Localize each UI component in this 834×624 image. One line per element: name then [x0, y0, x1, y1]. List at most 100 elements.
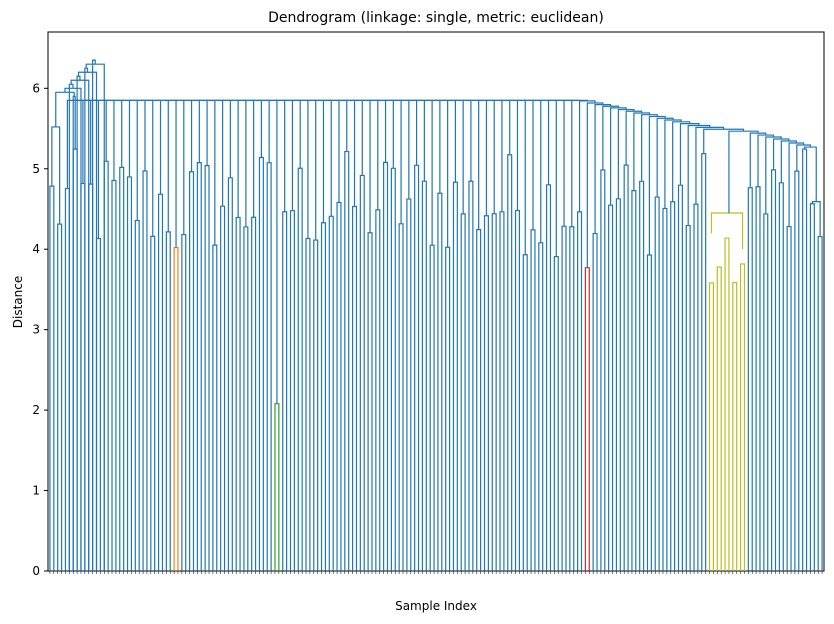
dendrogram-top-merge — [76, 75, 81, 571]
dendrogram-leaf-link — [685, 224, 691, 571]
dendrogram-merge-link — [772, 138, 790, 170]
dendrogram-leaf-link — [445, 246, 451, 571]
dendrogram-leaf-link — [545, 184, 552, 571]
dendrogram-merge-link — [610, 107, 627, 206]
dendrogram-leaf-link — [693, 203, 699, 571]
yellow-cluster-link — [708, 282, 715, 571]
dendrogram-merge-link — [656, 117, 674, 198]
dendrogram-leaf-link — [313, 239, 319, 571]
dendrogram-leaf-link — [220, 205, 226, 571]
dendrogram-leaf-link — [646, 254, 652, 571]
dendrogram-leaf-link — [608, 204, 614, 571]
dendrogram-leaf-link — [817, 235, 823, 571]
y-axis-label: Distance — [11, 276, 25, 328]
dendrogram-merge-link — [757, 134, 775, 187]
dendrogram-leaf-link — [452, 181, 458, 571]
dendrogram-leaf-link — [142, 170, 148, 571]
y-tick-label: 0 — [32, 564, 40, 578]
dendrogram-leaf-link — [530, 229, 536, 571]
dendrogram-leaf-link — [755, 186, 761, 571]
dendrogram-leaf-link — [747, 187, 753, 571]
y-tick-label: 6 — [32, 81, 40, 95]
plot-frame — [47, 31, 825, 572]
dendrogram-merge-link — [51, 126, 61, 225]
dendrogram-leaf-link — [57, 223, 63, 571]
dendrogram-leaf-link — [243, 226, 249, 571]
dendrogram-leaf-link — [802, 148, 808, 571]
dendrogram-leaf-link — [670, 201, 676, 571]
dendrogram-leaf-link — [592, 232, 598, 571]
dendrogram-top-merge — [68, 83, 74, 571]
dendrogram-leaf-link — [359, 174, 365, 571]
dendrogram-leaf-link — [414, 164, 420, 571]
dendrogram-merge-link — [749, 132, 767, 188]
dendrogram-leaf-link — [778, 182, 784, 571]
yellow-cluster-merge — [710, 212, 744, 250]
yellow-cluster-link — [724, 237, 730, 571]
dendrogram-merge-link — [703, 128, 745, 154]
dendrogram-leaf-link — [235, 216, 241, 571]
dendrogram-leaf-link — [111, 179, 117, 571]
dendrogram-leaf-link — [227, 177, 233, 571]
dendrogram-leaf-link — [561, 225, 567, 571]
dendrogram-leaf-link — [196, 162, 202, 571]
dendrogram-leaf-link — [49, 185, 55, 571]
dendrogram-leaf-link — [173, 247, 179, 571]
yellow-cluster-link — [716, 266, 722, 571]
dendrogram-top-merge — [92, 59, 96, 571]
dendrogram-merge-link — [811, 201, 821, 237]
dendrogram-leaf-link — [305, 237, 311, 571]
dendrogram-leaf-link — [701, 153, 707, 571]
dendrogram-leaf-link — [297, 167, 303, 571]
dendrogram-leaf-link — [569, 226, 575, 571]
dendrogram-merge-link — [765, 136, 782, 214]
dendrogram-merge-link — [617, 108, 635, 199]
dendrogram-links — [49, 59, 823, 571]
dendrogram-merge-link — [788, 142, 805, 227]
dendrogram-leaf-link — [406, 198, 412, 571]
dendrogram-merge-link — [664, 119, 682, 209]
yellow-cluster-link — [732, 281, 738, 571]
dendrogram-top-merge — [55, 91, 75, 127]
plot-area-border — [47, 31, 825, 572]
dendrogram-leaf-link — [654, 196, 660, 571]
dendrogram-top-merge — [72, 95, 76, 571]
chart-title: Dendrogram (linkage: single, metric: euc… — [268, 10, 604, 26]
dendrogram-leaf-link — [289, 210, 295, 571]
dendrogram-leaf-link — [274, 403, 280, 571]
dendrogram-leaf-link — [468, 180, 474, 571]
dendrogram-leaf-link — [375, 209, 381, 571]
dendrogram-leaf-link — [204, 164, 210, 571]
dendrogram-leaf-link — [282, 211, 288, 571]
dendrogram-leaf-link — [507, 154, 513, 571]
dendrogram-leaf-link — [786, 225, 792, 571]
dendrogram-leaf-link — [623, 164, 629, 571]
y-axis: 0 1 2 3 4 5 6 — [32, 81, 48, 578]
dendrogram-leaf-link — [600, 169, 606, 571]
dendrogram-merge-link — [804, 146, 817, 202]
dendrogram-merge-link — [728, 130, 759, 214]
dendrogram-leaf-link — [189, 171, 195, 571]
dendrogram-leaf-link — [577, 211, 583, 571]
y-tick-label: 2 — [32, 403, 40, 417]
dendrogram-leaf-link — [258, 156, 264, 571]
dendrogram-top-merge — [77, 71, 98, 571]
dendrogram-leaf-link — [631, 190, 637, 571]
dendrogram-leaf-link — [134, 219, 140, 571]
dendrogram-leaf-link — [320, 222, 327, 571]
dendrogram-leaf-link — [266, 162, 272, 571]
dendrogram-leaf-link — [538, 242, 544, 571]
dendrogram-leaf-link — [119, 166, 125, 571]
dendrogram-leaf-link — [499, 211, 505, 571]
dendrogram-leaf-link — [639, 180, 645, 571]
dendrogram-leaf-link — [677, 184, 683, 571]
dendrogram-leaf-link — [476, 229, 482, 571]
dendrogram-leaf-link — [383, 161, 389, 571]
dendrogram-leaf-link — [615, 198, 621, 571]
dendrogram-leaf-link — [165, 231, 171, 571]
dendrogram-leaf-link — [251, 216, 257, 571]
dendrogram-merge-link — [66, 99, 83, 189]
dendrogram-leaf-link — [794, 170, 800, 571]
dendrogram-leaf-link — [553, 256, 559, 571]
